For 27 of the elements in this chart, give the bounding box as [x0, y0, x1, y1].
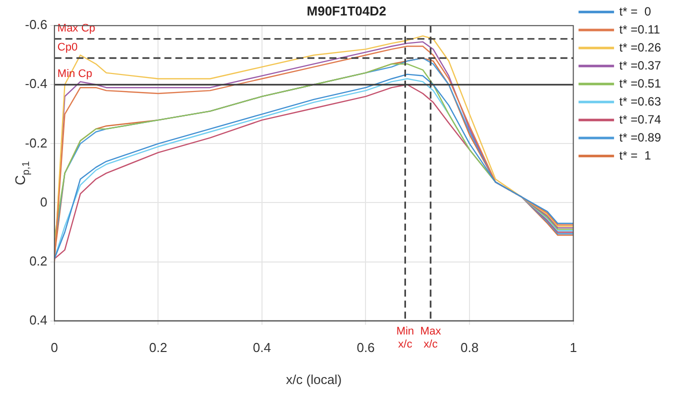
- y-tick-label: 0.4: [29, 312, 48, 328]
- y-tick-label: 0.2: [29, 253, 48, 268]
- legend-label: t* =0.26: [619, 40, 662, 54]
- legend-label: t* =0.11: [619, 22, 660, 36]
- x-tick-label: 0.6: [356, 340, 375, 356]
- y-tick-label: -0.6: [24, 17, 48, 32]
- x-tick-label: 0.2: [149, 340, 168, 356]
- legend-label: t* =0.63: [619, 94, 662, 108]
- y-tick-label: -0.4: [24, 76, 48, 92]
- ref-line-label: Max x/c: [420, 325, 442, 350]
- y-tick-label: 0: [40, 194, 48, 210]
- chart-title: M90F1T04D2: [306, 3, 386, 18]
- legend-label: t* =0.74: [619, 112, 662, 126]
- legend-label: t* = 0: [619, 4, 652, 18]
- y-axis-title: Cp,1: [12, 160, 32, 186]
- y-tick-label: -0.2: [24, 135, 48, 150]
- legend-label: t* =0.51: [619, 76, 662, 90]
- legend-label: t* =0.37: [619, 58, 662, 72]
- x-tick-label: 0: [50, 340, 58, 356]
- x-axis-title: x/c (local): [286, 372, 342, 387]
- ref-line-label: Min x/c: [396, 325, 414, 350]
- legend-label: t* = 1: [619, 148, 652, 162]
- x-tick-label: 1: [570, 340, 577, 356]
- x-tick-label: 0.4: [252, 340, 271, 356]
- legend-label: t* =0.89: [619, 130, 662, 144]
- ref-line-label: Cp0: [57, 42, 78, 54]
- x-tick-label: 0.8: [460, 340, 479, 356]
